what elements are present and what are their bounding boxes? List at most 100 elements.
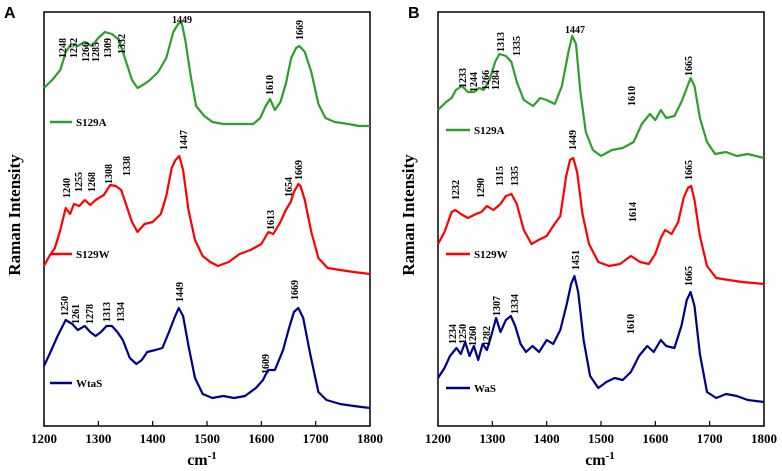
x-tick-label: 1800 bbox=[357, 431, 383, 446]
x-tick-label: 1400 bbox=[140, 431, 166, 446]
peak-label: 1315 bbox=[495, 166, 506, 186]
spectrum-line-wtas bbox=[43, 306, 371, 410]
peak-label: 1669 bbox=[295, 20, 306, 40]
x-tick-label: 1500 bbox=[194, 431, 220, 446]
panel-a-label: A bbox=[4, 5, 16, 22]
peak-label: 1244 bbox=[469, 72, 480, 92]
peak-label: 1284 bbox=[491, 70, 502, 90]
peak-label: 1308 bbox=[104, 164, 115, 184]
x-tick-label: 1200 bbox=[31, 431, 57, 446]
peak-label: 1334 bbox=[510, 294, 521, 314]
x-tick-label: 1700 bbox=[697, 431, 723, 446]
x-tick-label: 1500 bbox=[588, 431, 614, 446]
peak-label: 1282 bbox=[482, 326, 493, 346]
peak-label: 1268 bbox=[87, 172, 98, 192]
panel-a-series bbox=[43, 20, 371, 410]
spectrum-line-s129w bbox=[43, 154, 371, 276]
panel-a-xlabel: cm-1 bbox=[187, 450, 217, 469]
panel-a-peak-labels: 1248 1252 1266 1285 1309 1332 1449 1610 … bbox=[58, 15, 306, 374]
peak-label: 1610 bbox=[627, 86, 638, 106]
panel-a-legend-s129w: S129W bbox=[50, 249, 110, 261]
peak-label: 1266 bbox=[81, 42, 92, 62]
peak-label: 1232 bbox=[451, 180, 462, 200]
peak-label: 1665 bbox=[684, 160, 695, 180]
legend-label: S129A bbox=[474, 125, 505, 137]
peak-label: 1449 bbox=[172, 15, 192, 26]
panel-b: B Raman Intensity cm-1 1200 1300 1400 1500 1… bbox=[399, 5, 777, 469]
peak-label: 1335 bbox=[510, 166, 521, 186]
panel-a: A Raman Intensity cm-1 1200 1300 1400 1500 1… bbox=[4, 5, 383, 469]
peak-label: 1261 bbox=[71, 304, 82, 324]
peak-label: 1610 bbox=[626, 314, 637, 334]
spectrum-line-s129a bbox=[437, 34, 765, 160]
legend-label: S129A bbox=[76, 117, 107, 129]
peak-label: 1309 bbox=[103, 38, 114, 58]
x-tick-label: 1200 bbox=[425, 431, 451, 446]
peak-label: 1614 bbox=[628, 202, 639, 222]
peak-label: 1669 bbox=[294, 160, 305, 180]
peak-label: 1290 bbox=[476, 178, 487, 198]
peak-label: 1248 bbox=[58, 38, 69, 58]
panel-b-xlabel: cm-1 bbox=[585, 450, 615, 469]
peak-label: 1313 bbox=[102, 302, 113, 322]
peak-label: 1233 bbox=[458, 68, 469, 88]
peak-label: 1240 bbox=[62, 178, 73, 198]
x-tick-label: 1700 bbox=[303, 431, 329, 446]
peak-label: 1313 bbox=[496, 32, 507, 52]
peak-label: 1278 bbox=[85, 304, 96, 324]
peak-label: 1451 bbox=[571, 250, 582, 270]
spectrum-line-was bbox=[437, 274, 765, 404]
x-tick-label: 1600 bbox=[248, 431, 274, 446]
x-tick-label: 1400 bbox=[534, 431, 560, 446]
peak-label: 1449 bbox=[568, 130, 579, 150]
panel-b-x-ticks: 1200 1300 1400 1500 1600 1700 1800 bbox=[425, 421, 777, 446]
peak-label: 1307 bbox=[492, 296, 503, 316]
panel-a-ylabel: Raman Intensity bbox=[5, 154, 24, 276]
legend-label: WaS bbox=[474, 383, 496, 395]
legend-label: S129W bbox=[76, 249, 110, 261]
panel-a-frame bbox=[43, 11, 371, 427]
peak-label: 1609 bbox=[261, 354, 272, 374]
spectrum-line-s129a bbox=[43, 20, 370, 128]
peak-label: 1338 bbox=[122, 156, 133, 176]
peak-label: 1610 bbox=[265, 75, 276, 95]
x-tick-label: 1600 bbox=[642, 431, 668, 446]
panel-a-legend-wtas: WtaS bbox=[50, 378, 102, 390]
peak-label: 1255 bbox=[74, 172, 85, 192]
peak-label: 1669 bbox=[290, 280, 301, 300]
peak-label: 1332 bbox=[117, 34, 128, 54]
x-tick-label: 1800 bbox=[751, 431, 777, 446]
panel-b-legend-was: WaS bbox=[446, 383, 496, 395]
peak-label: 1260 bbox=[468, 326, 479, 346]
peak-label: 1447 bbox=[179, 130, 190, 150]
peak-label: 1447 bbox=[565, 25, 585, 36]
peak-label: 1335 bbox=[512, 36, 523, 56]
peak-label: 1285 bbox=[91, 42, 102, 62]
panel-b-ylabel: Raman Intensity bbox=[399, 154, 418, 276]
peak-label: 1252 bbox=[69, 38, 80, 58]
panel-b-legend-s129a: S129A bbox=[446, 125, 505, 137]
panel-b-legend-s129w: S129W bbox=[446, 249, 508, 261]
peak-label: 1449 bbox=[175, 282, 186, 302]
peak-label: 1250 bbox=[458, 324, 469, 344]
panel-a-x-ticks: 1200 1300 1400 1500 1600 1700 1800 bbox=[31, 421, 383, 446]
peak-label: 1266 bbox=[481, 70, 492, 90]
legend-label: S129W bbox=[474, 249, 508, 261]
panel-b-peak-labels: 1233 1244 1266 1284 1313 1335 1447 1610 … bbox=[448, 25, 695, 346]
panel-b-label: B bbox=[408, 5, 420, 22]
peak-label: 1250 bbox=[60, 296, 71, 316]
spectrum-line-s129w bbox=[437, 156, 765, 286]
x-tick-label: 1300 bbox=[479, 431, 505, 446]
peak-label: 1665 bbox=[684, 266, 695, 286]
peak-label: 1665 bbox=[684, 56, 695, 76]
peak-label: 1654 bbox=[284, 177, 295, 197]
legend-label: WtaS bbox=[76, 378, 102, 390]
peak-label: 1334 bbox=[116, 302, 127, 322]
peak-label: 1613 bbox=[266, 210, 277, 230]
panel-a-legend-s129a: S129A bbox=[50, 117, 107, 129]
panel-b-series bbox=[437, 34, 765, 404]
a-s129a-group-low: 1248 1252 1266 1285 1309 1332 bbox=[58, 34, 128, 62]
x-tick-label: 1300 bbox=[85, 431, 111, 446]
peak-label: 1234 bbox=[448, 324, 459, 344]
